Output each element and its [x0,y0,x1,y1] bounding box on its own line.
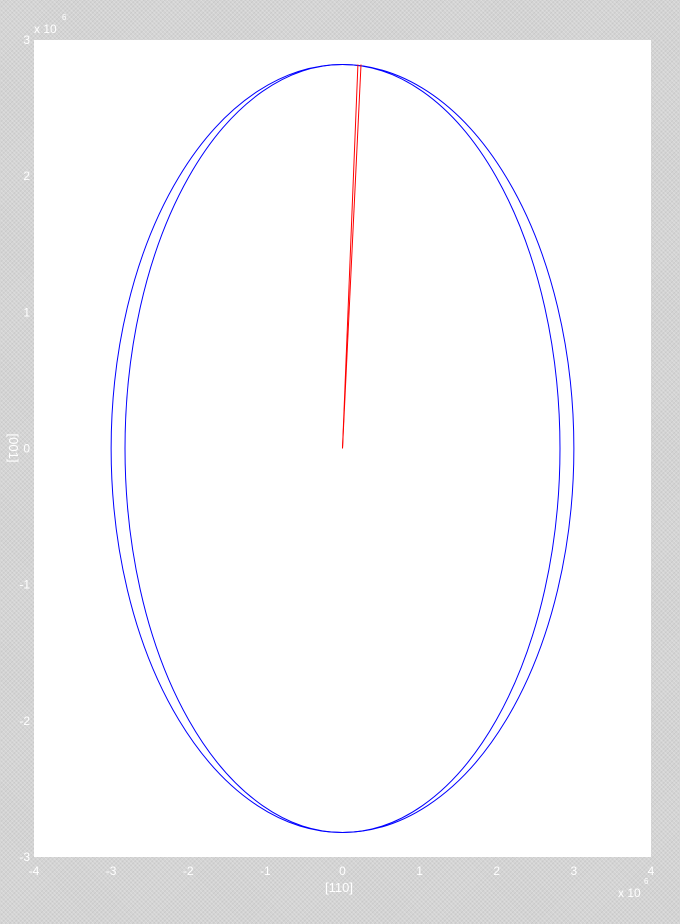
x-multiplier-exponent: 6 [644,877,649,886]
y-tick-label: 3 [23,33,30,47]
y-multiplier-exponent: 6 [62,13,67,22]
y-multiplier-base: x 10 [34,22,57,36]
y-tick-label: -3 [19,850,30,864]
x-tick-label: 2 [493,864,500,878]
x-axis-label: [110] [325,880,353,895]
y-axis-label: [001] [6,434,21,463]
x-tick-label: -2 [183,864,194,878]
x-tick-label: 3 [571,864,578,878]
x-tick-label: -3 [106,864,117,878]
red-segment-2 [342,64,359,449]
y-tick-label: 2 [23,169,30,183]
y-tick-label: -2 [19,714,30,728]
x-multiplier-base: x 10 [618,886,641,900]
x-tick-label: 4 [648,864,655,878]
ellipse-curve-1 [124,64,561,833]
x-tick-label: -1 [260,864,271,878]
y-tick-label: 0 [23,442,30,456]
y-tick-label: -1 [19,578,30,592]
x-tick-label: 1 [416,864,423,878]
x-tick-label: -4 [29,864,40,878]
red-segment-3 [342,64,362,449]
x-tick-label: 0 [339,864,346,878]
plot-series [110,64,575,833]
y-tick-label: 1 [23,305,30,319]
